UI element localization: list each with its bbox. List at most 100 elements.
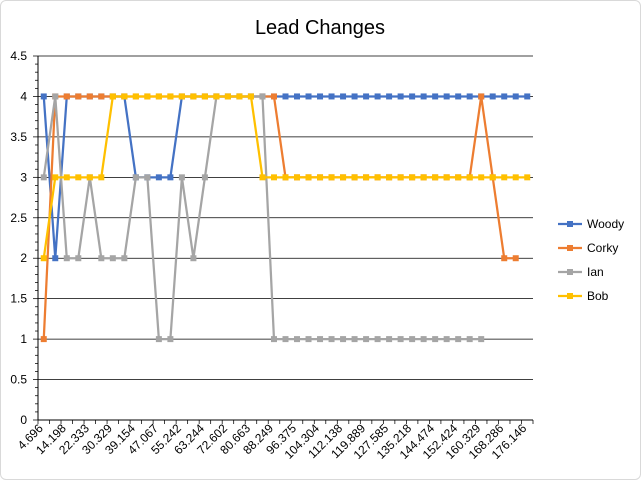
data-point	[374, 174, 381, 181]
legend-entry: Bob	[558, 289, 609, 303]
data-point	[63, 255, 70, 262]
data-point	[109, 255, 116, 262]
data-point	[512, 255, 519, 262]
data-point	[512, 174, 519, 181]
data-point	[397, 174, 404, 181]
data-point	[317, 93, 324, 100]
axes: 00.511.522.533.544.54.69614.19822.33330.…	[10, 49, 534, 462]
y-tick-label: 2	[20, 251, 27, 265]
data-point	[40, 174, 47, 181]
data-point	[386, 174, 393, 181]
series-bob	[40, 93, 531, 262]
data-point	[98, 255, 105, 262]
data-point	[40, 255, 47, 262]
legend-entry: Woody	[558, 217, 624, 231]
y-tick-label: 3	[20, 170, 27, 184]
data-point	[201, 174, 208, 181]
data-point	[282, 336, 289, 343]
legend-label: Bob	[587, 289, 609, 303]
data-point	[52, 174, 59, 181]
data-point	[178, 93, 185, 100]
data-point	[167, 93, 174, 100]
data-point	[363, 174, 370, 181]
data-point	[167, 336, 174, 343]
data-point	[167, 174, 174, 181]
data-point	[109, 93, 116, 100]
y-tick-label: 0.5	[10, 373, 27, 387]
data-point	[328, 93, 335, 100]
data-point	[155, 174, 162, 181]
data-point	[432, 336, 439, 343]
data-point	[190, 93, 197, 100]
data-point	[512, 93, 519, 100]
data-point	[190, 255, 197, 262]
data-point	[328, 174, 335, 181]
legend-marker	[567, 269, 573, 275]
data-point	[86, 93, 93, 100]
data-point	[443, 336, 450, 343]
data-point	[201, 93, 208, 100]
data-point	[305, 93, 312, 100]
data-point	[409, 336, 416, 343]
data-point	[282, 93, 289, 100]
data-point	[351, 174, 358, 181]
data-point	[259, 174, 266, 181]
data-point	[340, 336, 347, 343]
data-point	[294, 336, 301, 343]
data-point	[443, 174, 450, 181]
y-tick-label: 4.5	[10, 49, 27, 63]
legend-label: Woody	[587, 217, 624, 231]
data-point	[397, 336, 404, 343]
data-point	[432, 93, 439, 100]
y-tick-label: 3.5	[10, 130, 27, 144]
data-point	[75, 255, 82, 262]
data-point	[489, 93, 496, 100]
legend-marker	[567, 221, 573, 227]
data-point	[270, 336, 277, 343]
data-point	[317, 336, 324, 343]
data-point	[524, 174, 531, 181]
data-point	[63, 174, 70, 181]
data-point	[178, 174, 185, 181]
data-point	[420, 93, 427, 100]
data-point	[455, 174, 462, 181]
data-point	[86, 174, 93, 181]
data-point	[409, 93, 416, 100]
data-point	[397, 93, 404, 100]
data-point	[455, 336, 462, 343]
data-point	[259, 93, 266, 100]
data-point	[247, 93, 254, 100]
series-group	[40, 93, 531, 343]
data-point	[443, 93, 450, 100]
y-tick-label: 4	[20, 89, 27, 103]
data-point	[270, 93, 277, 100]
legend-marker	[567, 293, 573, 299]
data-point	[224, 93, 231, 100]
chart-title: Lead Changes	[255, 17, 385, 39]
data-point	[420, 336, 427, 343]
data-point	[363, 93, 370, 100]
data-point	[420, 174, 427, 181]
data-point	[144, 93, 151, 100]
data-point	[501, 174, 508, 181]
data-point	[386, 93, 393, 100]
data-point	[63, 93, 70, 100]
data-point	[213, 93, 220, 100]
y-tick-label: 1	[20, 332, 27, 346]
data-point	[75, 93, 82, 100]
data-point	[98, 174, 105, 181]
data-point	[374, 336, 381, 343]
data-point	[52, 93, 59, 100]
data-point	[144, 174, 151, 181]
data-point	[270, 174, 277, 181]
data-point	[132, 174, 139, 181]
data-point	[328, 336, 335, 343]
data-point	[155, 336, 162, 343]
data-point	[98, 93, 105, 100]
y-tick-label: 0	[20, 413, 27, 427]
data-point	[305, 174, 312, 181]
data-point	[75, 174, 82, 181]
legend-entry: Corky	[558, 241, 618, 255]
data-point	[340, 93, 347, 100]
